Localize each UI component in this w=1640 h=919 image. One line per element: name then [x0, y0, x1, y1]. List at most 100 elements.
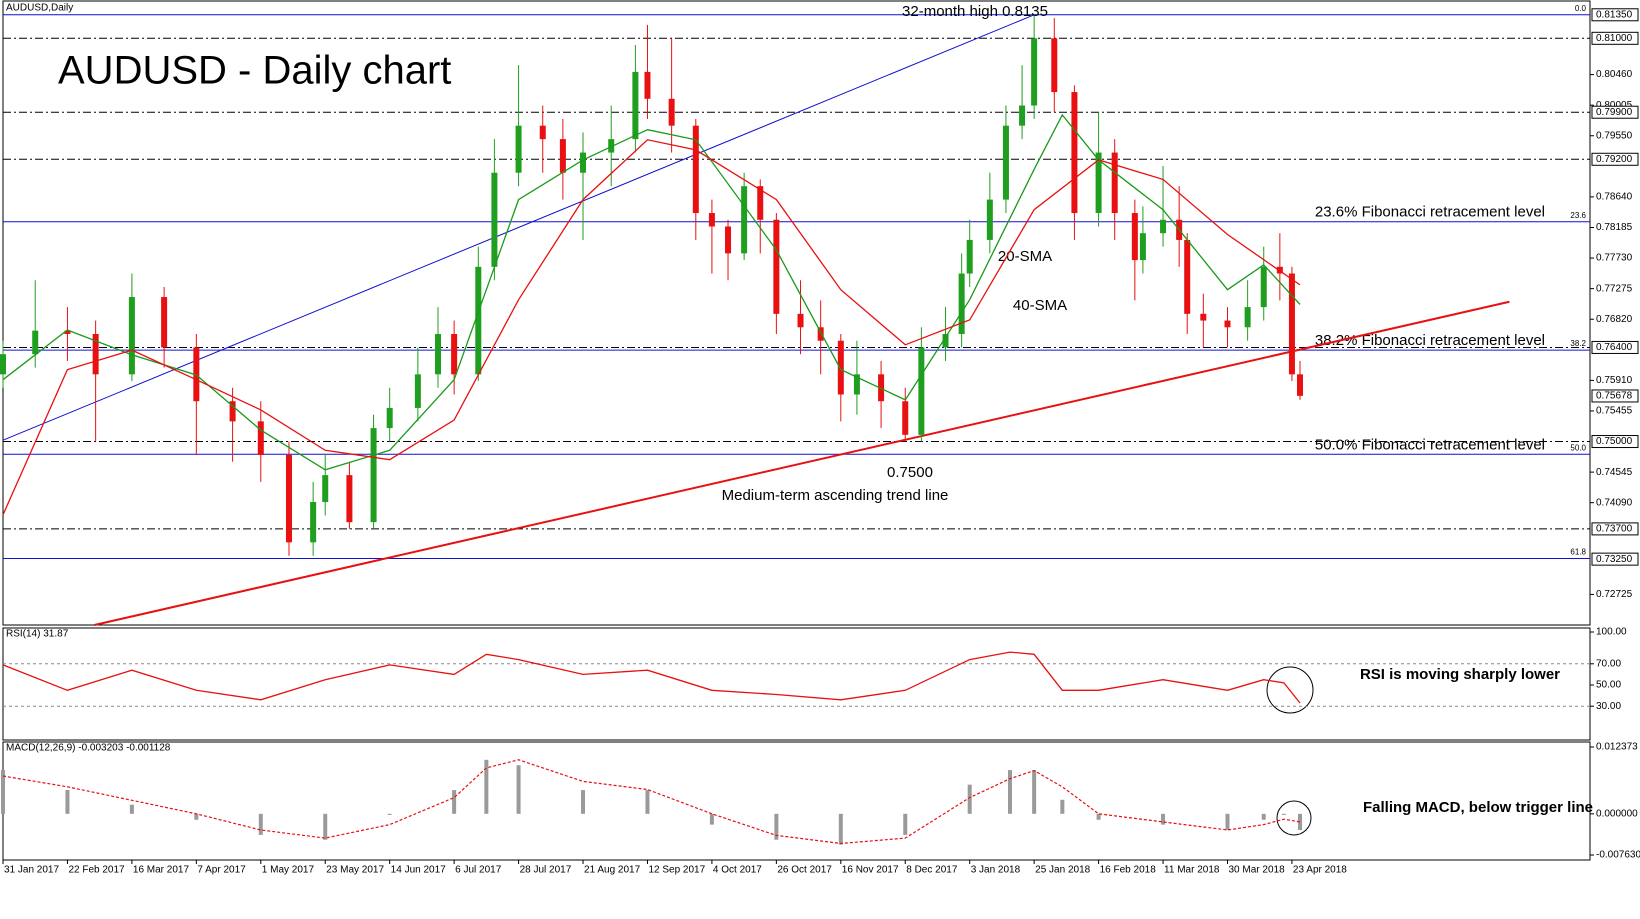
macd-bar — [484, 759, 489, 814]
y-tick-label: 0.78640 — [1596, 192, 1633, 203]
candle-body — [692, 125, 699, 214]
candle-body — [310, 502, 317, 543]
macd-bar — [194, 813, 199, 820]
candle-body — [966, 239, 973, 274]
candle-body — [1031, 38, 1038, 106]
x-tick-label: 14 Jun 2017 — [391, 865, 446, 876]
x-tick-label: 16 Feb 2018 — [1100, 865, 1157, 876]
y-tick-label: -0.007630 — [1596, 850, 1640, 861]
candle-body — [1260, 266, 1267, 308]
rsi-title: RSI(14) 31.87 — [6, 629, 69, 640]
candle-body — [559, 139, 566, 173]
price-label-box — [1591, 105, 1639, 119]
x-tick-label: 6 Jul 2017 — [455, 865, 502, 876]
candle-body — [515, 125, 522, 173]
candle-body — [1139, 233, 1146, 261]
candle-body — [322, 475, 329, 503]
macd-bar — [838, 813, 843, 845]
chart-title: AUDUSD - Daily chart — [58, 49, 451, 93]
candle-body — [1002, 125, 1009, 200]
fib-level: 0.0 — [1575, 4, 1587, 13]
x-tick-label: 16 Mar 2017 — [133, 865, 190, 876]
x-tick-label: 28 Jul 2017 — [520, 865, 572, 876]
x-tick-label: 16 Nov 2017 — [842, 865, 899, 876]
y-tick-label: 0.77730 — [1596, 253, 1633, 264]
x-tick-label: 11 Mar 2018 — [1164, 865, 1220, 876]
sma-line — [2, 139, 1301, 516]
candle-body — [370, 428, 377, 523]
y-tick-label: 0.80005 — [1596, 100, 1633, 111]
macd-title: MACD(12,26,9) -0.003203 -0.001128 — [6, 743, 171, 754]
candle-body — [1224, 320, 1231, 328]
candle-body — [491, 172, 498, 267]
x-tick-label: 4 Oct 2017 — [713, 865, 762, 876]
y-tick-label: 0.75910 — [1596, 375, 1633, 386]
candle-body — [668, 98, 675, 126]
candle-body — [92, 334, 99, 375]
price-label: 0.79900 — [1596, 107, 1633, 118]
x-tick-label: 7 Apr 2017 — [197, 865, 246, 876]
candle-body — [986, 199, 993, 240]
signal-line — [2, 759, 1301, 845]
price-label: 0.73700 — [1596, 524, 1633, 535]
x-tick-label: 8 Dec 2017 — [906, 865, 958, 876]
x-tick-label: 12 Sep 2017 — [648, 865, 705, 876]
candle-body — [285, 454, 292, 543]
candle-body — [942, 334, 949, 348]
candle-body — [837, 340, 844, 395]
candle-body — [539, 125, 546, 140]
sma-line — [2, 113, 1301, 471]
price-label: 0.81350 — [1596, 9, 1633, 20]
fib-label: 23.6% Fibonacci retracement level — [1315, 204, 1545, 221]
y-tick-label: 30.00 — [1596, 701, 1621, 712]
y-tick-label: 100.00 — [1596, 627, 1627, 638]
candle-body — [1071, 92, 1078, 214]
candle-body — [741, 186, 748, 254]
fib-level: 61.8 — [1570, 548, 1586, 557]
candle-body — [902, 401, 909, 435]
candle-body — [451, 334, 458, 375]
price-label-box — [1591, 340, 1639, 354]
candle-body — [708, 213, 715, 227]
macd-bar — [967, 784, 972, 814]
macd-bar — [65, 790, 70, 814]
fib-level: 23.6 — [1570, 211, 1586, 220]
x-tick-label: 23 May 2017 — [326, 865, 384, 876]
macd-bar — [1161, 813, 1166, 825]
candle-body — [32, 330, 39, 355]
price-label-box — [1591, 31, 1639, 45]
x-tick-label: 1 May 2017 — [262, 865, 315, 876]
fib-level: 50.0 — [1570, 443, 1586, 452]
candle-body — [878, 374, 885, 402]
macd-bar — [129, 804, 134, 814]
x-tick-label: 31 Jan 2017 — [4, 865, 59, 876]
price-label-box — [1591, 8, 1639, 22]
macd-bar — [1032, 770, 1037, 814]
price-label: 0.73250 — [1596, 554, 1633, 565]
price-label-box — [1591, 389, 1639, 403]
macd-bar — [323, 813, 328, 840]
y-tick-label: 0.78185 — [1596, 222, 1633, 233]
candle-body — [632, 71, 639, 140]
macd-bar — [387, 813, 392, 815]
fib-level: 38.2 — [1570, 339, 1586, 348]
macd-bar — [1060, 799, 1065, 814]
candle-body — [128, 297, 135, 375]
candle-body — [1131, 213, 1138, 261]
candle-body — [757, 186, 764, 220]
candle-body — [386, 407, 393, 429]
y-tick-label: 0.012373 — [1596, 742, 1638, 753]
x-tick-label: 21 Aug 2017 — [584, 865, 641, 876]
candle-body — [0, 354, 6, 375]
rsi-pane — [2, 627, 1591, 741]
x-tick-label: 22 Feb 2017 — [68, 865, 125, 876]
y-tick-label: 0.76820 — [1596, 314, 1633, 325]
candle-body — [414, 374, 421, 408]
x-tick-label: 23 Apr 2018 — [1293, 865, 1347, 876]
candle-body — [1160, 219, 1167, 234]
y-tick-label: 0.80460 — [1596, 69, 1633, 80]
rsi-line — [2, 651, 1301, 704]
candle-body — [1051, 38, 1058, 93]
macd-bar — [903, 813, 908, 835]
candle-body — [193, 347, 200, 402]
